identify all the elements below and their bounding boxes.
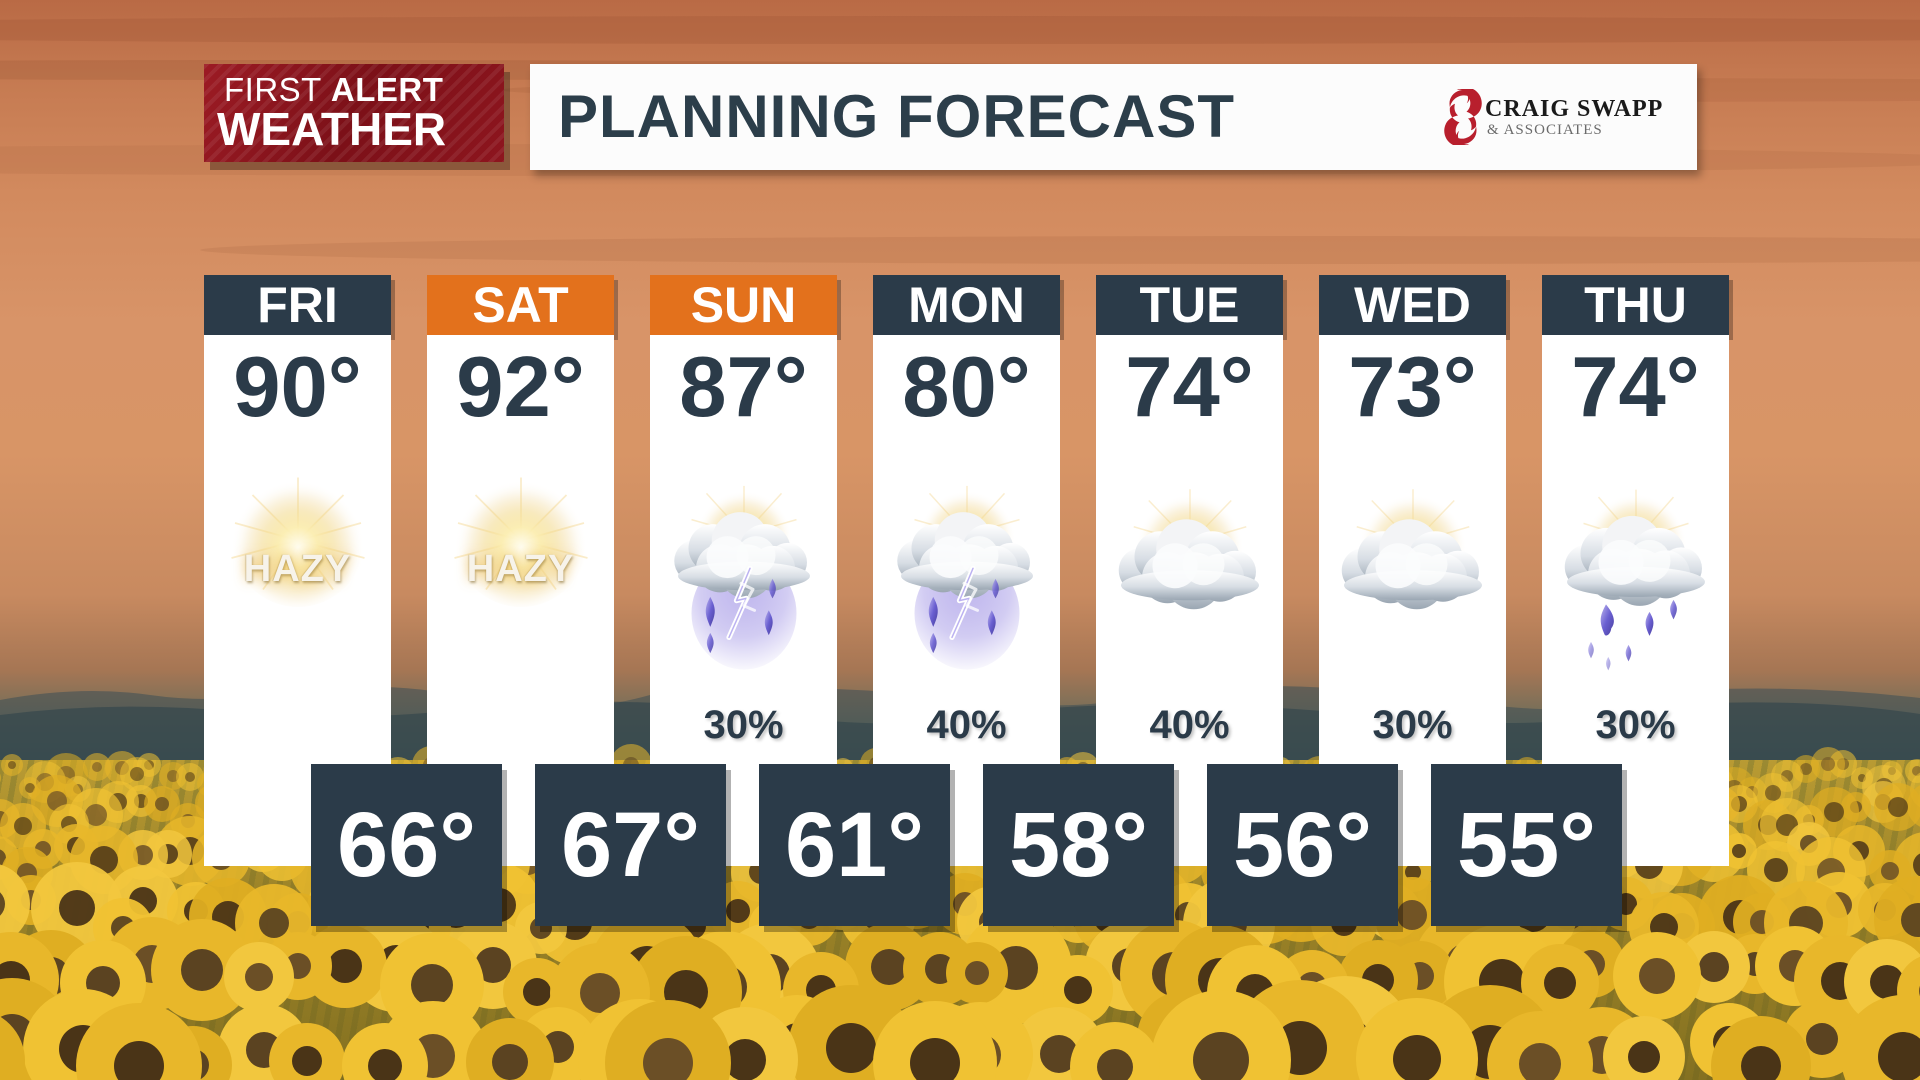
- svg-text:CRAIG SWAPP: CRAIG SWAPP: [1485, 96, 1663, 122]
- svg-text:& ASSOCIATES: & ASSOCIATES: [1487, 122, 1603, 138]
